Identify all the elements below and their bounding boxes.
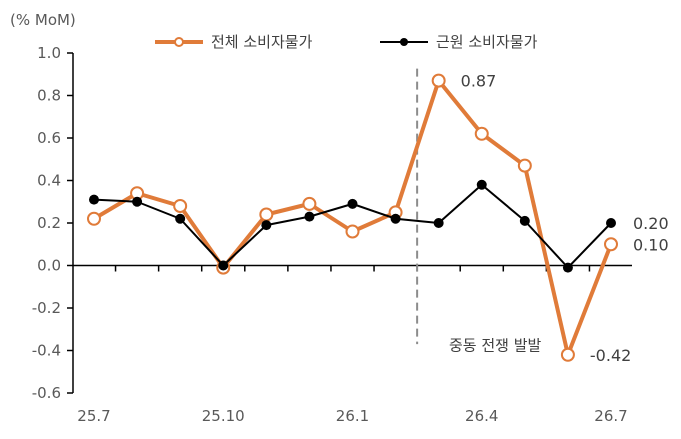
data-point-core-cpi	[304, 211, 315, 222]
y-tick-label: 0.2	[37, 214, 61, 232]
y-tick-label: -0.4	[32, 342, 61, 360]
data-point-core-cpi	[218, 260, 229, 271]
data-point-core-cpi	[347, 198, 358, 209]
event-annotation-label: 중동 전쟁 발발	[449, 337, 542, 355]
data-point-total-cpi	[517, 158, 532, 173]
legend: 전체 소비자물가 근원 소비자물가	[155, 33, 538, 51]
legend-label-total-cpi: 전체 소비자물가	[211, 33, 313, 51]
x-tick-label: 25.10	[202, 407, 245, 425]
legend-item-total-cpi: 전체 소비자물가	[155, 33, 313, 51]
y-tick-label: 0.4	[37, 172, 61, 190]
y-tick-label: 0.6	[37, 129, 61, 147]
x-tick-label: 26.7	[594, 407, 627, 425]
data-point-core-cpi	[562, 262, 573, 273]
data-point-core-cpi	[606, 218, 616, 228]
y-axis-unit-label: (% MoM)	[10, 11, 76, 29]
data-point-core-cpi	[476, 179, 487, 190]
x-tick-label: 26.1	[336, 407, 369, 425]
legend-item-core-cpi: 근원 소비자물가	[380, 33, 538, 51]
data-point-core-cpi	[433, 218, 444, 228]
data-point-core-cpi	[89, 194, 99, 205]
data-label: 0.10	[633, 235, 669, 254]
data-label: -0.42	[590, 346, 631, 365]
legend-marker-total-cpi	[174, 37, 184, 47]
data-label: 0.87	[461, 72, 497, 91]
series-layer	[87, 73, 618, 362]
data-labels: 0.87 -0.42 0.20 0.10	[461, 72, 669, 365]
data-point-total-cpi	[560, 347, 575, 362]
data-point-core-cpi	[132, 196, 143, 207]
y-axis-ticks: 1.0 0.8 0.6 0.4 0.2 0.0 -0.2 -0.4 -0.6	[32, 44, 73, 402]
y-tick-label: 0.8	[37, 87, 61, 105]
data-point-core-cpi	[261, 220, 272, 231]
data-point-total-cpi	[87, 211, 101, 226]
y-tick-label: 1.0	[37, 44, 61, 62]
data-point-total-cpi	[259, 207, 274, 222]
series-line-total-cpi	[92, 78, 613, 357]
legend-label-core-cpi: 근원 소비자물가	[436, 33, 538, 51]
y-tick-label: -0.2	[32, 299, 61, 317]
data-point-total-cpi	[302, 196, 317, 211]
y-tick-label: 0.0	[37, 257, 61, 275]
data-point-total-cpi	[345, 224, 360, 239]
legend-marker-core-cpi	[400, 38, 408, 46]
data-point-total-cpi	[604, 237, 618, 252]
data-point-core-cpi	[175, 213, 186, 224]
x-tick-label: 25.7	[77, 407, 110, 425]
x-axis-ticks: 25.7 25.10 26.1 26.4 26.7	[77, 265, 628, 425]
data-label: 0.20	[633, 214, 669, 233]
data-point-total-cpi	[431, 73, 446, 88]
data-point-core-cpi	[390, 213, 401, 224]
x-tick-label: 26.4	[465, 407, 498, 425]
data-point-total-cpi	[173, 199, 188, 213]
data-point-core-cpi	[519, 215, 530, 226]
y-tick-label: -0.6	[32, 384, 61, 402]
data-point-total-cpi	[474, 126, 489, 141]
